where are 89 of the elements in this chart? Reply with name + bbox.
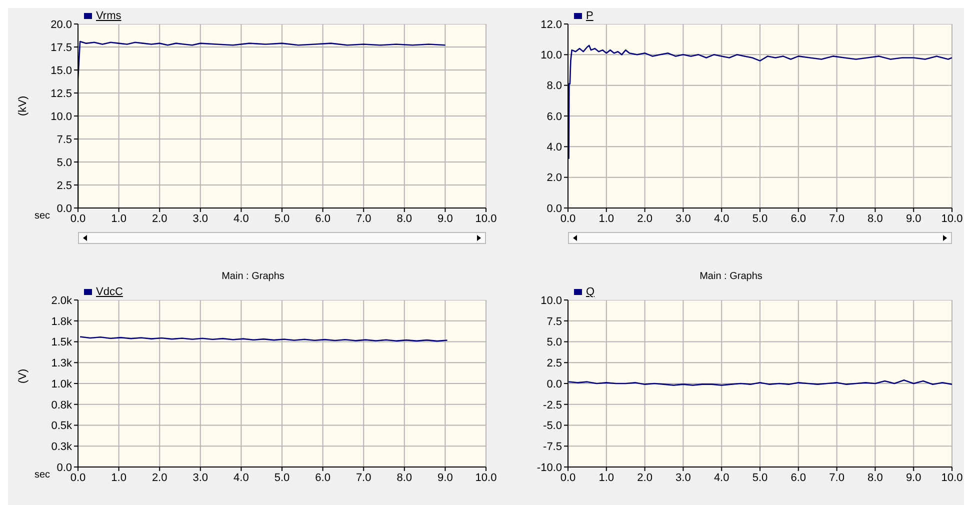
x-axis-title: sec (34, 210, 50, 222)
line-series (568, 44, 952, 160)
chart-title: Main : Graphs (220, 270, 286, 284)
x-tick-label: 7.0 (356, 212, 372, 225)
x-tick-label: 5.0 (752, 212, 768, 225)
x-tick-label: 6.0 (315, 212, 330, 225)
x-tick-label: 6.0 (315, 472, 330, 484)
x-tick-label: 4.0 (234, 212, 249, 225)
x-tick-label: 1.0 (598, 212, 614, 225)
x-tick-label: 10.0 (941, 472, 963, 484)
y-tick-label: 1.5k (51, 336, 72, 349)
y-tick-label: 5.0 (56, 156, 72, 169)
y-tick-label: 10.0 (50, 110, 72, 123)
y-tick-label: 7.5 (546, 316, 562, 328)
x-tick-label: 0.0 (560, 212, 576, 225)
y-tick-label: 1.8k (51, 316, 72, 328)
y-tick-label: 1.0k (51, 378, 72, 390)
x-tick-label: 6.0 (790, 212, 806, 225)
x-tick-label: 8.0 (868, 212, 883, 225)
x-tick-label: 8.0 (396, 472, 412, 484)
x-tick-label: 5.0 (274, 212, 290, 225)
chart-title: Main : Graphs (698, 270, 764, 284)
y-tick-label: 7.5 (56, 134, 72, 146)
legend-label: VdcC (96, 286, 123, 298)
x-tick-label: 7.0 (829, 472, 844, 484)
x-tick-label: 2.0 (637, 472, 652, 484)
x-tick-label: 2.0 (152, 212, 168, 225)
x-tick-label: 1.0 (111, 212, 126, 225)
y-tick-label: 20.0 (50, 18, 72, 31)
x-tick-label: 10.0 (941, 212, 963, 225)
x-tick-label: 2.0 (152, 472, 168, 484)
x-axis-title: sec (34, 470, 50, 481)
x-tick-label: 0.0 (70, 212, 86, 225)
y-tick-label: 2.0k (51, 294, 72, 307)
x-tick-label: 9.0 (906, 212, 922, 225)
x-tick-label: 7.0 (356, 472, 372, 484)
y-tick-label: -7.5 (543, 441, 562, 454)
y-tick-label: 10.0 (540, 294, 562, 307)
y-tick-label: 12.5 (50, 88, 72, 100)
y-tick-label: 2.0 (546, 172, 562, 184)
x-tick-label: 1.0 (598, 472, 614, 484)
y-tick-label: 0.3k (51, 441, 72, 454)
y-tick-label: 10.0 (540, 50, 562, 62)
x-tick-label: 10.0 (475, 212, 497, 225)
y-tick-label: 6.0 (546, 110, 562, 123)
y-tick-label: 0.0 (56, 462, 72, 474)
x-tick-label: 7.0 (829, 212, 844, 225)
x-tick-label: 4.0 (714, 472, 730, 484)
y-tick-label: -5.0 (543, 420, 562, 432)
y-tick-label: 17.5 (50, 42, 72, 54)
y-tick-label: 12.0 (540, 18, 562, 31)
x-tick-label: 4.0 (234, 472, 249, 484)
y-tick-label: 4.0 (546, 142, 562, 154)
x-tick-label: 2.0 (637, 212, 652, 225)
legend-label: P (586, 10, 594, 22)
y-axis-title: (V) (16, 368, 29, 384)
x-tick-label: 3.0 (192, 472, 208, 484)
y-tick-label: 0.0 (546, 378, 562, 390)
y-tick-label: 0.8k (51, 399, 72, 412)
x-tick-label: 3.0 (676, 472, 691, 484)
y-tick-label: 1.3k (51, 358, 72, 370)
y-tick-label: 8.0 (546, 80, 562, 92)
x-tick-label: 8.0 (868, 472, 883, 484)
x-tick-label: 8.0 (396, 212, 412, 225)
y-tick-label: -2.5 (543, 399, 562, 412)
x-tick-label: 0.0 (560, 472, 576, 484)
y-axis-title: (kV) (16, 96, 29, 116)
x-tick-label: 9.0 (906, 472, 922, 484)
x-tick-label: 10.0 (475, 472, 497, 484)
y-tick-label: 5.0 (546, 336, 562, 349)
y-tick-label: 0.0 (56, 202, 72, 215)
x-tick-label: 9.0 (438, 212, 453, 225)
x-tick-label: 4.0 (714, 212, 730, 225)
y-tick-label: 2.5 (546, 358, 562, 370)
y-tick-label: -10.0 (536, 462, 562, 474)
x-tick-label: 3.0 (192, 212, 208, 225)
y-tick-label: 15.0 (50, 64, 72, 77)
legend-label: Q (586, 286, 595, 298)
x-tick-label: 6.0 (790, 472, 806, 484)
y-tick-label: 2.5 (56, 180, 72, 192)
x-tick-label: 0.0 (70, 472, 86, 484)
x-tick-label: 5.0 (752, 472, 768, 484)
x-tick-label: 5.0 (274, 472, 290, 484)
x-tick-label: 3.0 (676, 212, 691, 225)
x-tick-label: 9.0 (438, 472, 453, 484)
y-tick-label: 0.5k (51, 420, 72, 432)
x-tick-label: 1.0 (111, 472, 126, 484)
legend-label: Vrms (96, 10, 122, 22)
y-tick-label: 0.0 (546, 202, 562, 215)
